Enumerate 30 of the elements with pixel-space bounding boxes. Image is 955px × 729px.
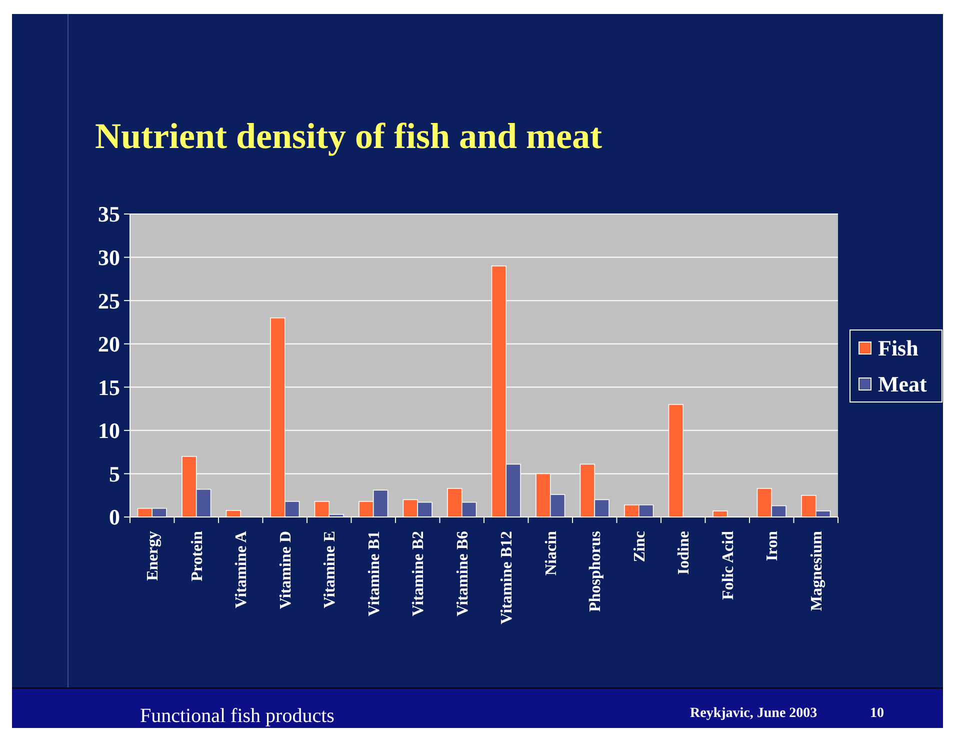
y-tick-label: 20	[98, 332, 120, 357]
x-tick-label: Iodine	[676, 531, 693, 575]
x-tick-label: Vitamine B2	[410, 531, 428, 616]
x-tick-label: Vitamine D	[277, 531, 294, 610]
x-tick-label: Folic Acid	[720, 530, 737, 600]
y-tick-label: 0	[109, 504, 120, 530]
y-tick-label: 30	[98, 244, 120, 270]
x-tick-label: Vitamine E	[322, 531, 339, 608]
legend-label: Fish	[878, 336, 918, 361]
x-tick-label: Zinc	[631, 531, 648, 562]
x-tick-label: Vitamine B1	[366, 531, 383, 616]
x-tick-label: Vitamine B12	[498, 531, 516, 624]
y-tick-label: 35	[98, 202, 120, 227]
text: 10	[870, 706, 884, 721]
text: Reykjavic, June 2003	[690, 706, 818, 721]
y-tick-label: 5	[109, 461, 120, 486]
x-tick-label: Energy	[144, 531, 162, 581]
x-tick-label: Phosphorus	[587, 531, 604, 612]
y-tick-label: 10	[98, 418, 120, 444]
x-tick-label: Iron	[764, 530, 782, 561]
text: Functional fish products	[140, 705, 335, 727]
x-tick-label: Protein	[188, 530, 206, 582]
chart-title: Nutrient density of fish and meat	[95, 116, 602, 156]
x-tick-label: Vitamine B6	[454, 531, 472, 616]
y-tick-label: 15	[98, 374, 120, 400]
x-tick-label: Magnesium	[808, 530, 826, 611]
y-tick-label: 25	[98, 288, 120, 314]
legend-label: Meat	[878, 372, 928, 397]
x-tick-label: Vitamine A	[233, 530, 250, 608]
x-tick-label: Niacin	[542, 530, 560, 576]
